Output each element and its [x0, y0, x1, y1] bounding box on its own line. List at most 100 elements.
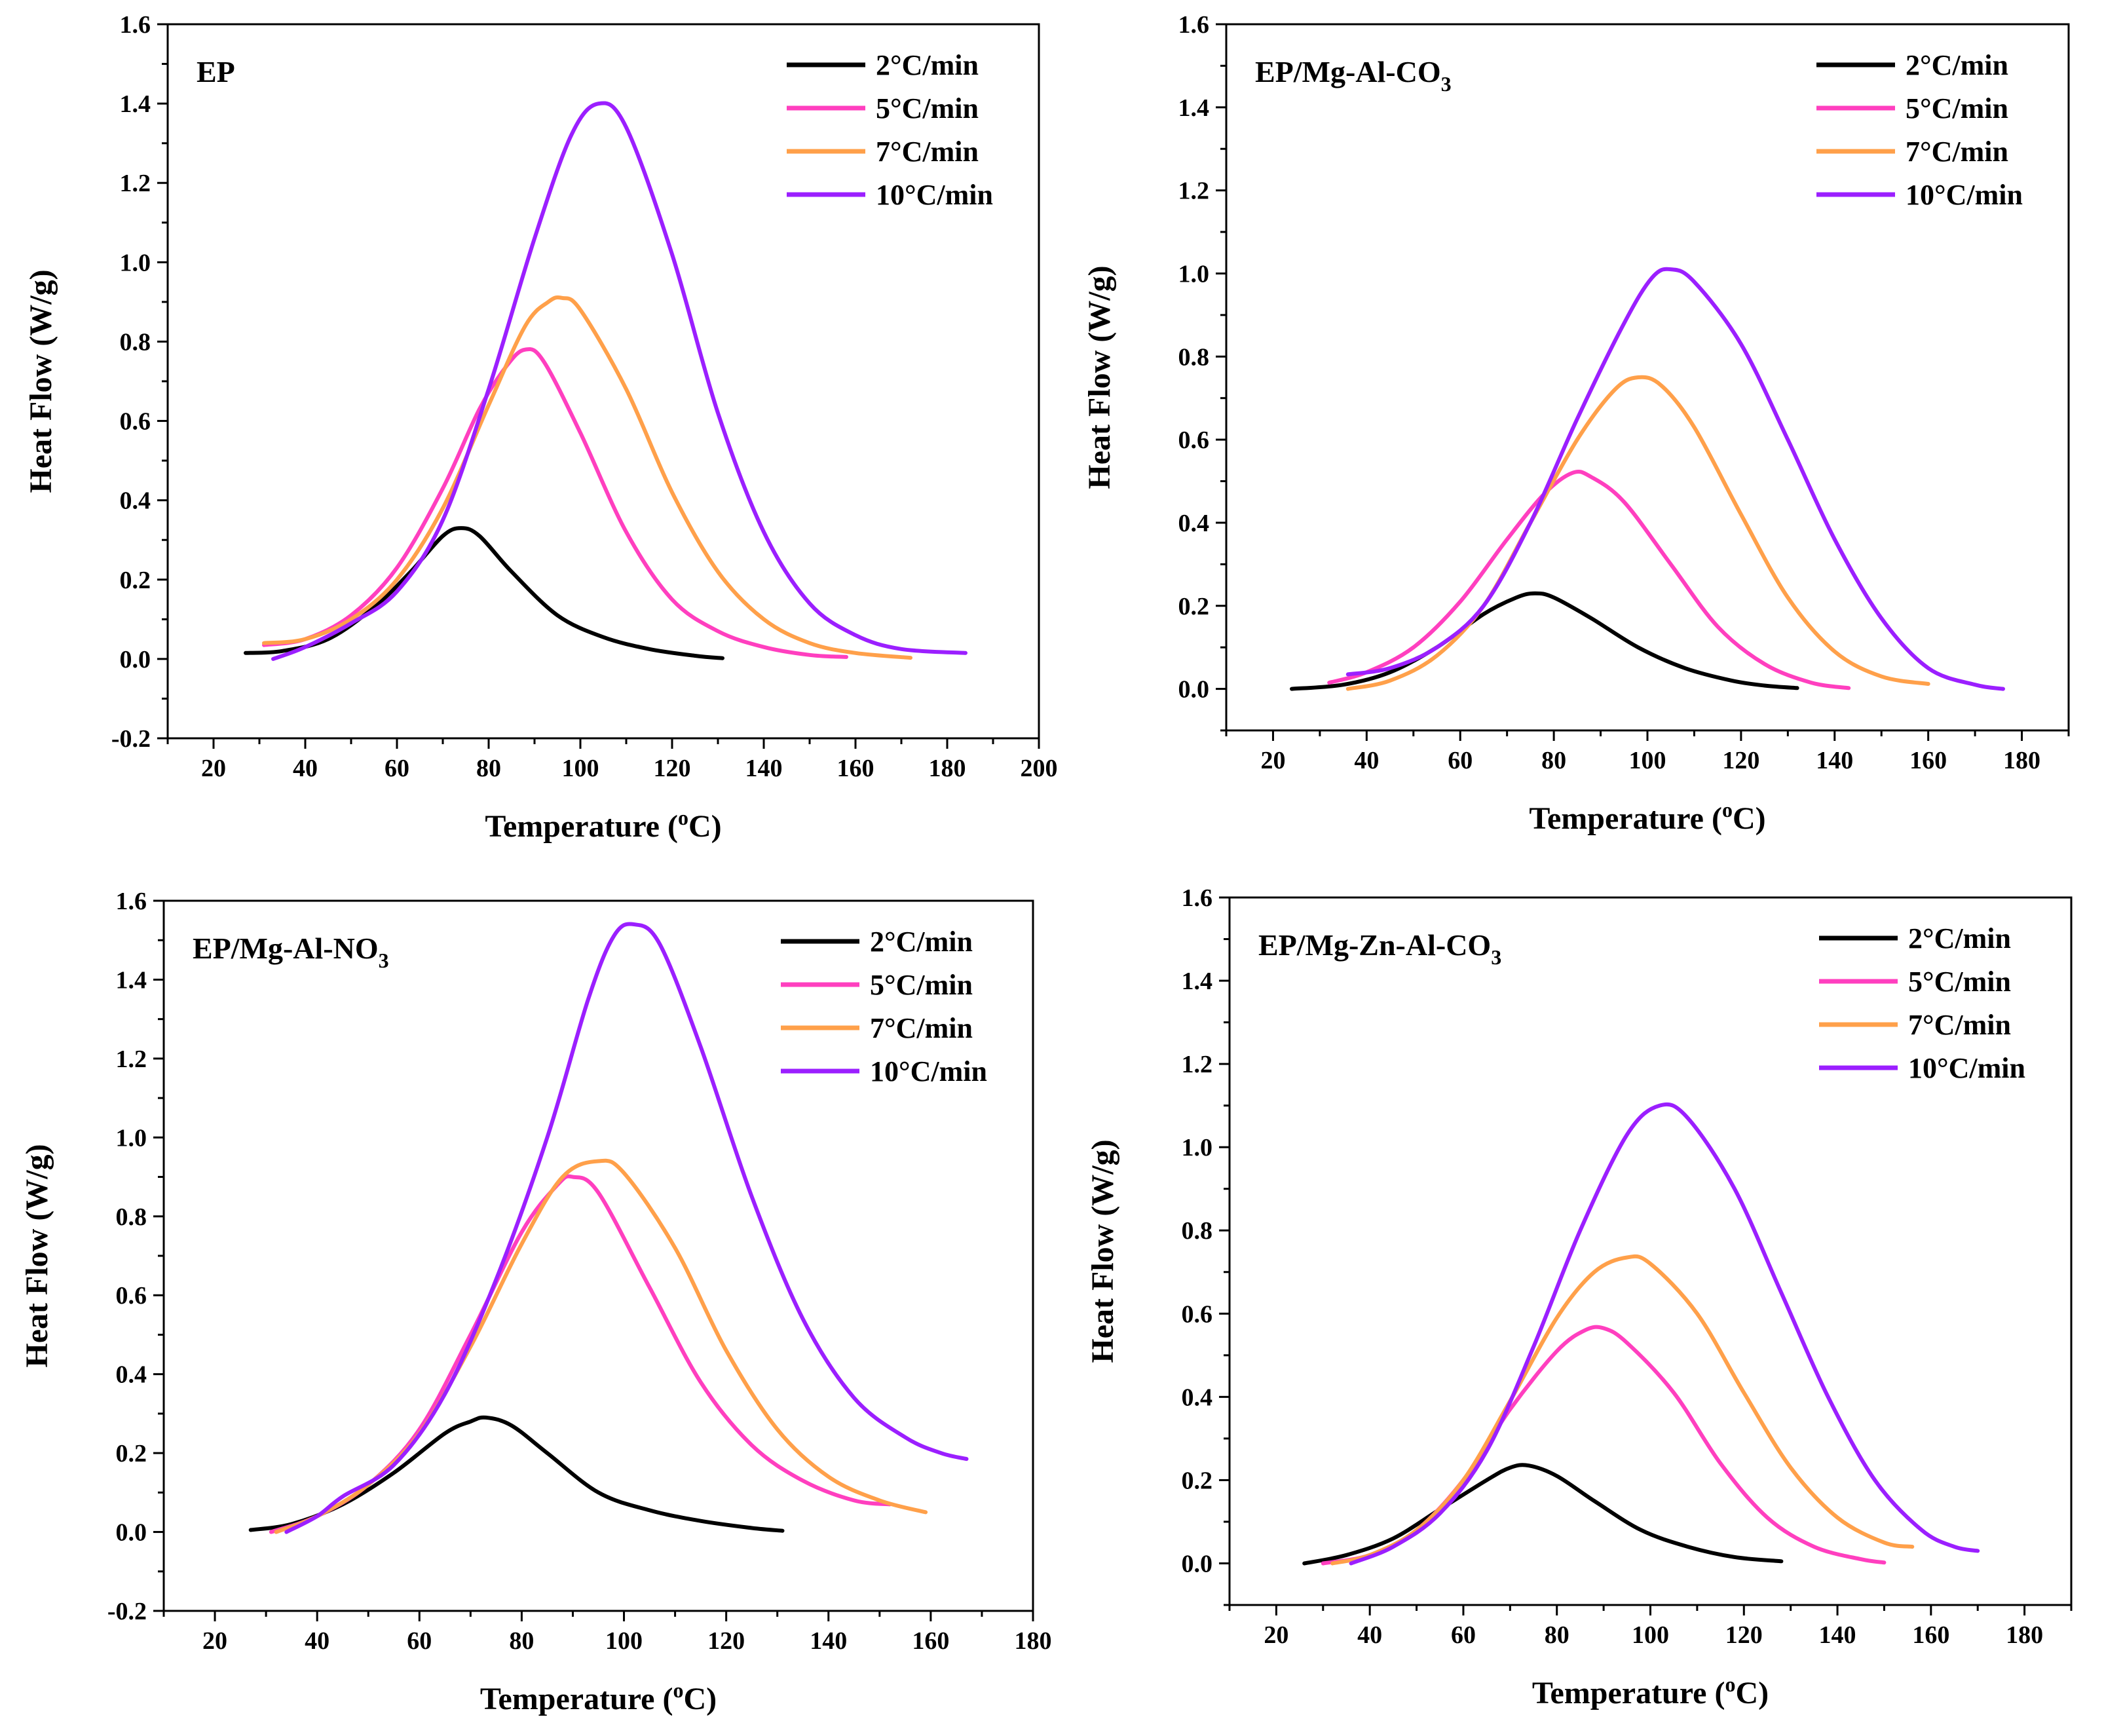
y-tick-label: 1.0 [116, 1124, 147, 1152]
x-tick-label: 80 [476, 755, 501, 782]
legend-label: 2°C/min [1906, 49, 2008, 81]
series-line [1327, 469, 1851, 690]
series-line [262, 295, 912, 660]
legend-label: 10°C/min [1906, 179, 2023, 211]
x-tick-label: 100 [562, 755, 599, 782]
x-tick-label: 100 [605, 1627, 643, 1655]
panel-ep-mg-zn-al-co3: 20 40 60 80 100 120 140 160 180 0.0 0.2 0.4 0.6 0.8 1.… [1085, 884, 2073, 1710]
x-tick-label: 200 [1021, 755, 1058, 782]
y-tick-label: 0.6 [116, 1282, 147, 1310]
legend-label: 2°C/min [876, 49, 979, 81]
legend-label: 7°C/min [1906, 136, 2008, 168]
x-tick-label: 120 [1725, 1621, 1763, 1649]
y-tick-label: -0.2 [111, 725, 151, 753]
y-tick-label: 1.0 [120, 249, 151, 276]
y-tick-label: 1.0 [1182, 1134, 1213, 1161]
y-tick-label: 0.6 [120, 408, 151, 436]
x-tick-label: 120 [707, 1627, 745, 1655]
y-tick-label: 0.2 [1178, 593, 1210, 620]
x-tick-label: 100 [1629, 747, 1666, 774]
series-line [262, 347, 848, 659]
y-axis-title: Heat Flow (W/g) [24, 269, 58, 493]
x-tick-label: 20 [202, 1627, 227, 1655]
y-tick-label: 1.2 [116, 1046, 147, 1073]
y-axis-title: Heat Flow (W/g) [20, 1144, 54, 1367]
y-tick-label: 0.2 [116, 1440, 147, 1467]
x-tick-label: 40 [1357, 1621, 1382, 1649]
y-tick-label: 1.2 [1178, 178, 1210, 205]
panel-title: EP/Mg-Zn-Al-CO3 [1258, 928, 1501, 969]
y-tick-label: 1.4 [1182, 968, 1213, 995]
legend-label: 7°C/min [1908, 1009, 2011, 1041]
y-tick-label: 1.4 [116, 966, 147, 994]
x-tick-label: 180 [1015, 1627, 1052, 1655]
y-tick-label: 0.2 [1182, 1467, 1213, 1494]
y-tick-label: 1.4 [1178, 94, 1210, 122]
x-tick-label: 60 [385, 755, 409, 782]
series-line [244, 526, 724, 660]
y-tick-label: 0.2 [120, 567, 151, 594]
x-tick-label: 140 [1816, 747, 1853, 774]
x-tick-label: 20 [1264, 1621, 1288, 1649]
x-tick-label: 160 [1912, 1621, 1949, 1649]
x-tick-label: 20 [201, 755, 226, 782]
x-tick-label: 40 [1354, 747, 1379, 774]
legend-label: 7°C/min [876, 136, 979, 168]
y-tick-label: 1.6 [1178, 11, 1210, 39]
x-tick-label: 160 [912, 1627, 949, 1655]
x-tick-label: 180 [929, 755, 966, 782]
series-line [1302, 1463, 1784, 1566]
x-axis-title: Temperature (oC) [485, 806, 721, 844]
legend-label: 2°C/min [1908, 922, 2011, 954]
legend-label: 5°C/min [876, 92, 979, 124]
axes-frame [162, 899, 1034, 1612]
y-tick-label: 0.8 [120, 328, 151, 356]
series-line [1330, 1254, 1915, 1566]
x-tick-label: 160 [837, 755, 874, 782]
y-tick-label: 0.8 [116, 1203, 147, 1231]
y-tick-label: 0.0 [116, 1519, 147, 1547]
legend-label: 10°C/min [1908, 1052, 2025, 1084]
panel-ep-mg-al-no3: 20 40 60 80 100 120 140 160 180 -0.2 0.0 0.2 0.4 0.6 0… [20, 888, 1052, 1716]
legend-label: 10°C/min [876, 179, 993, 211]
legend-label: 5°C/min [870, 969, 973, 1001]
y-tick-label: 1.2 [1182, 1051, 1213, 1078]
x-axis-title: Temperature (oC) [1532, 1672, 1769, 1710]
x-tick-label: 100 [1632, 1621, 1669, 1649]
legend-label: 10°C/min [870, 1055, 987, 1087]
x-tick-label: 120 [1722, 747, 1759, 774]
x-tick-label: 80 [509, 1627, 534, 1655]
panel-title: EP/Mg-Al-CO3 [1255, 55, 1452, 96]
series-line [271, 101, 968, 661]
x-tick-label: 140 [810, 1627, 847, 1655]
panel-title: EP/Mg-Al-NO3 [193, 932, 389, 972]
x-tick-label: 60 [407, 1627, 432, 1655]
legend-label: 5°C/min [1906, 92, 2008, 124]
x-axis-title: Temperature (oC) [480, 1678, 717, 1716]
panel-ep: 20 40 60 80 100 120 140 160 180 200 -0.2 0.0 0.2 0.4 0… [24, 11, 1058, 844]
y-tick-label: 0.8 [1178, 343, 1210, 371]
y-tick-label: 1.6 [120, 11, 151, 39]
y-tick-label: 0.4 [120, 487, 151, 515]
y-tick-label: 0.6 [1182, 1300, 1213, 1328]
y-tick-label: 1.0 [1178, 260, 1210, 288]
series-line [1290, 591, 1799, 691]
legend-label: 7°C/min [870, 1012, 973, 1044]
x-tick-label: 140 [1819, 1621, 1856, 1649]
x-tick-label: 60 [1451, 1621, 1476, 1649]
y-tick-label: 0.6 [1178, 426, 1210, 454]
y-tick-label: 0.4 [116, 1361, 147, 1389]
x-tick-label: 20 [1260, 747, 1285, 774]
panel-ep-mg-al-co3: 20 40 60 80 100 120 140 160 180 0.0 0.2 0.4 0.6 0.8 1.… [1082, 11, 2070, 836]
y-tick-label: 0.0 [1178, 676, 1210, 704]
y-tick-label: -0.2 [107, 1598, 147, 1625]
x-tick-label: 40 [305, 1627, 329, 1655]
series-line [274, 1158, 928, 1534]
y-tick-label: 0.0 [1182, 1550, 1213, 1577]
x-tick-label: 40 [293, 755, 318, 782]
y-tick-label: 1.6 [116, 888, 147, 915]
panel-title: EP [197, 55, 235, 88]
y-tick-label: 1.6 [1182, 884, 1213, 912]
x-tick-label: 60 [1448, 747, 1473, 774]
